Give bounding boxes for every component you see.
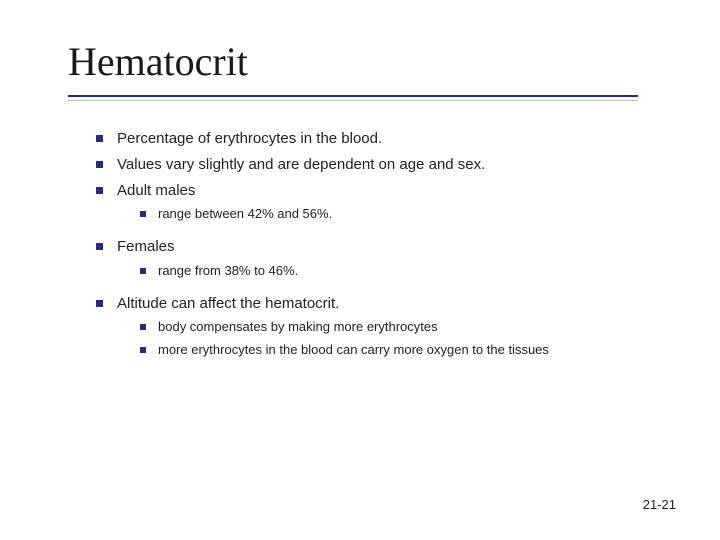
bullet-text: Adult males [117,180,670,202]
bullet-text: body compensates by making more erythroc… [158,318,670,337]
square-bullet-icon [96,243,103,250]
sub-bullet-item: range from 38% to 46%. [140,262,670,281]
bullet-text: Altitude can affect the hematocrit. [117,293,670,315]
spacer [96,285,670,293]
bullet-text: Females [117,236,670,258]
square-bullet-icon [140,211,146,217]
square-bullet-icon [96,135,103,142]
square-bullet-icon [140,324,146,330]
bullet-text: Percentage of erythrocytes in the blood. [117,128,670,150]
slide-title: Hematocrit [68,38,638,85]
bullet-item: Percentage of erythrocytes in the blood. [96,128,670,150]
bullet-item: Females [96,236,670,258]
bullet-text: range between 42% and 56%. [158,205,670,224]
bullet-text: more erythrocytes in the blood can carry… [158,341,670,360]
title-underline [68,95,638,97]
bullet-text: Values vary slightly and are dependent o… [117,154,670,176]
spacer [96,228,670,236]
square-bullet-icon [96,161,103,168]
sub-bullet-item: body compensates by making more erythroc… [140,318,670,337]
square-bullet-icon [96,187,103,194]
page-number: 21-21 [643,497,676,512]
bullet-item: Values vary slightly and are dependent o… [96,154,670,176]
bullet-item: Adult males [96,180,670,202]
sub-bullet-item: more erythrocytes in the blood can carry… [140,341,670,360]
slide-body: Percentage of erythrocytes in the blood.… [96,128,670,364]
sub-bullet-item: range between 42% and 56%. [140,205,670,224]
bullet-item: Altitude can affect the hematocrit. [96,293,670,315]
square-bullet-icon [96,300,103,307]
bullet-text: range from 38% to 46%. [158,262,670,281]
square-bullet-icon [140,268,146,274]
square-bullet-icon [140,347,146,353]
title-block: Hematocrit [68,38,638,97]
